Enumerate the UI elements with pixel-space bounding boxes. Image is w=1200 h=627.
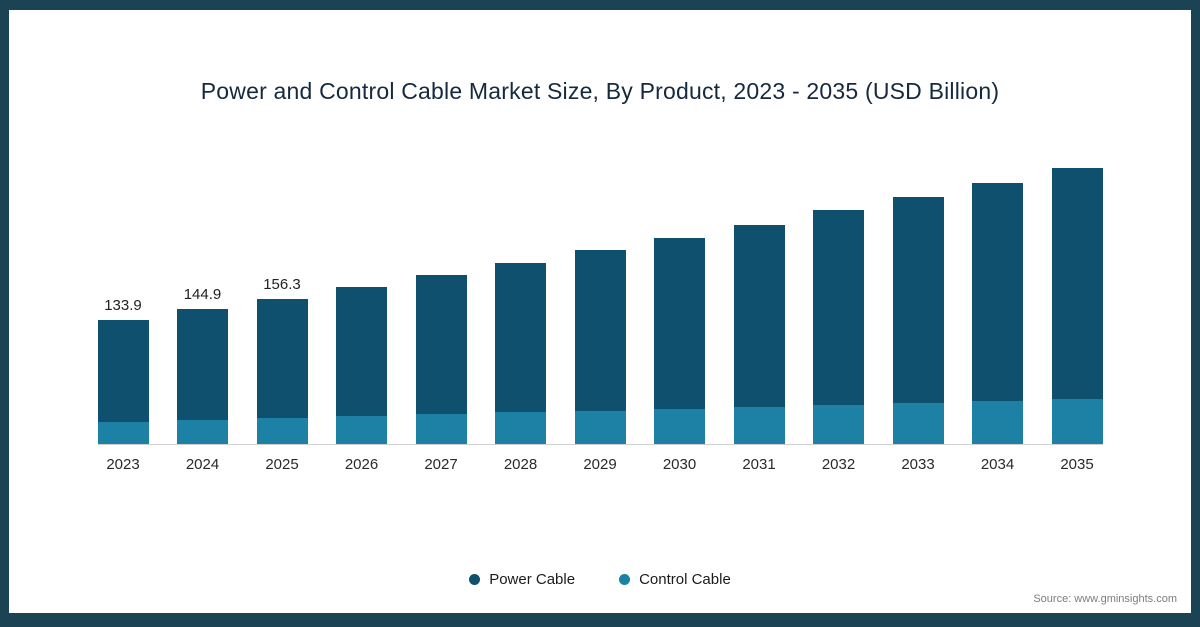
bar-group [654,237,705,444]
bar-value-label: 144.9 [183,286,222,304]
x-axis-labels: 2023 2024 2025 2026 2027 2028 2029 2030 2031 2032… [98,456,1103,473]
bar-segment-power-cable [654,237,705,409]
bar-stack [813,209,864,444]
bar-group: 133.9 [97,296,149,444]
x-axis-tick-label: 2032 [821,456,856,473]
x-axis-tick-label: 2033 [901,456,935,473]
bar-stack [654,237,705,444]
bar-group [972,182,1023,444]
bar-stack [972,182,1023,444]
x-axis-tick-label: 2027 [424,456,458,473]
bar-segment-control-cable [97,421,149,444]
bar-stack [733,224,785,444]
bar-segment-power-cable [415,274,467,415]
bar-group [892,196,944,444]
x-axis-tick-label: 2035 [1060,456,1094,473]
bar-segment-control-cable [654,408,705,444]
bar-segment-power-cable [813,209,864,405]
bar-segment-power-cable [972,182,1023,402]
x-axis-tick-label: 2028 [503,456,538,473]
bar-stack [415,274,467,444]
bar-segment-control-cable [733,406,785,444]
bar-group [733,224,785,444]
bar-stack [892,196,944,444]
bar-group [813,209,864,444]
bar-segment-control-cable [495,412,546,444]
legend-label: Power Cable [489,571,576,588]
legend-dot-icon [469,574,481,585]
chart-legend: Power Cable Control Cable [9,571,1191,588]
bar-segment-power-cable [574,249,626,411]
x-axis-tick-label: 2023 [106,456,140,473]
legend-dot-icon [619,574,631,585]
x-axis-tick-label: 2031 [742,456,776,473]
bar-segment-power-cable [256,298,308,418]
bar-stack [177,309,228,444]
bar-stack [1051,168,1103,444]
bar-segment-power-cable [1051,168,1103,400]
bar-group: 144.9 [177,286,228,444]
x-axis-tick-label: 2025 [265,456,299,473]
bar-segment-power-cable [97,319,149,422]
bar-group [336,286,387,444]
bar-segment-control-cable [415,414,467,444]
bar-stack [574,249,626,444]
x-axis-tick-label: 2030 [662,456,697,473]
x-axis-tick-label: 2026 [344,456,379,473]
bar-segment-control-cable [177,419,228,444]
bar-segment-power-cable [733,224,785,407]
bar-group [495,262,546,444]
source-note: Source: www.gminsights.com [1033,593,1177,605]
bar-stack [336,286,387,444]
bar-segment-control-cable [336,416,387,444]
bar-segment-power-cable [336,286,387,417]
x-axis-tick-label: 2024 [185,456,220,473]
bar-stack [256,298,308,444]
bar-group [415,274,467,444]
bars-row: 133.9 144.9 156.3 [97,143,1103,445]
bar-segment-power-cable [177,309,228,420]
bar-value-label: 156.3 [263,275,301,293]
bar-segment-power-cable [495,262,546,413]
plot-area: 133.9 144.9 156.3 2023 2024 2025 2026 2027 2028… [97,143,1103,473]
bar-segment-control-cable [1051,399,1103,444]
x-axis-tick-label: 2034 [980,456,1015,473]
bar-segment-control-cable [813,404,864,444]
bar-segment-power-cable [892,196,944,404]
bar-stack [97,319,149,444]
bar-segment-control-cable [892,403,944,444]
bar-stack [495,262,546,444]
bar-group [1051,168,1103,444]
bar-group [574,249,626,444]
legend-label: Control Cable [639,571,731,588]
bar-segment-control-cable [574,410,626,444]
x-axis-tick-label: 2029 [583,456,617,473]
bar-value-label: 133.9 [104,296,142,314]
legend-item: Power Cable [469,571,575,588]
bar-group: 156.3 [256,275,308,444]
legend-item: Control Cable [619,571,731,588]
bar-segment-control-cable [256,417,308,444]
chart-title: Power and Control Cable Market Size, By … [200,78,1000,104]
bar-segment-control-cable [972,401,1023,444]
